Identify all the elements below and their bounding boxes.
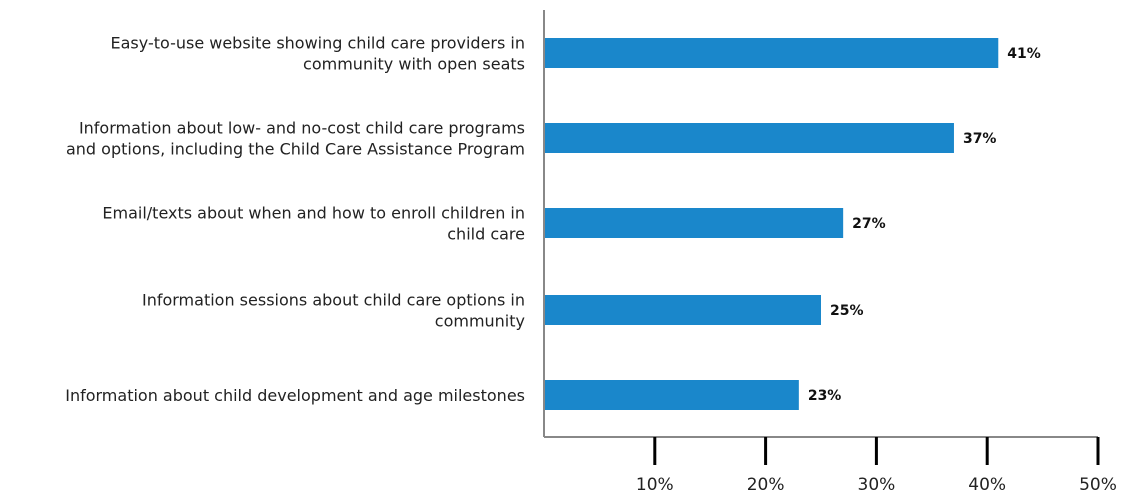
- category-label-5: Information about child development and …: [65, 386, 525, 405]
- category-label-line: Easy-to-use website showing child care p…: [111, 34, 526, 53]
- bar-2: [545, 123, 954, 153]
- category-label-line: Information about low- and no-cost child…: [79, 119, 525, 138]
- category-label-line: and options, including the Child Care As…: [66, 140, 525, 159]
- category-labels-layer: Easy-to-use website showing child care p…: [65, 34, 525, 406]
- category-label-2: Information about low- and no-cost child…: [66, 119, 525, 159]
- bar-1: [545, 38, 999, 68]
- value-label-3: 27%: [852, 216, 886, 232]
- category-label-line: child care: [447, 225, 525, 244]
- value-label-1: 41%: [1007, 46, 1041, 62]
- bar-5: [545, 380, 799, 410]
- x-tick-label-10: 10%: [636, 475, 674, 495]
- value-label-2: 37%: [963, 131, 997, 147]
- bars-layer: [545, 38, 999, 410]
- value-label-4: 25%: [830, 303, 864, 319]
- value-labels-layer: 41% 37% 27% 25% 23%: [808, 46, 1041, 404]
- category-label-line: Information about child development and …: [65, 386, 525, 405]
- x-tick-label-40: 40%: [968, 475, 1006, 495]
- category-label-line: community with open seats: [303, 55, 525, 74]
- x-tick-label-50: 50%: [1079, 475, 1117, 495]
- category-label-4: Information sessions about child care op…: [142, 291, 525, 331]
- x-tick-label-20: 20%: [747, 475, 785, 495]
- category-label-3: Email/texts about when and how to enroll…: [102, 204, 525, 244]
- category-label-line: Email/texts about when and how to enroll…: [102, 204, 525, 223]
- x-tick-label-30: 30%: [858, 475, 896, 495]
- category-label-line: community: [435, 312, 525, 331]
- bar-3: [545, 208, 844, 238]
- bar-4: [545, 295, 821, 325]
- value-label-5: 23%: [808, 388, 842, 404]
- axes-layer: 10% 20% 30% 40% 50%: [543, 10, 1117, 495]
- category-label-line: Information sessions about child care op…: [142, 291, 525, 310]
- category-label-1: Easy-to-use website showing child care p…: [111, 34, 526, 74]
